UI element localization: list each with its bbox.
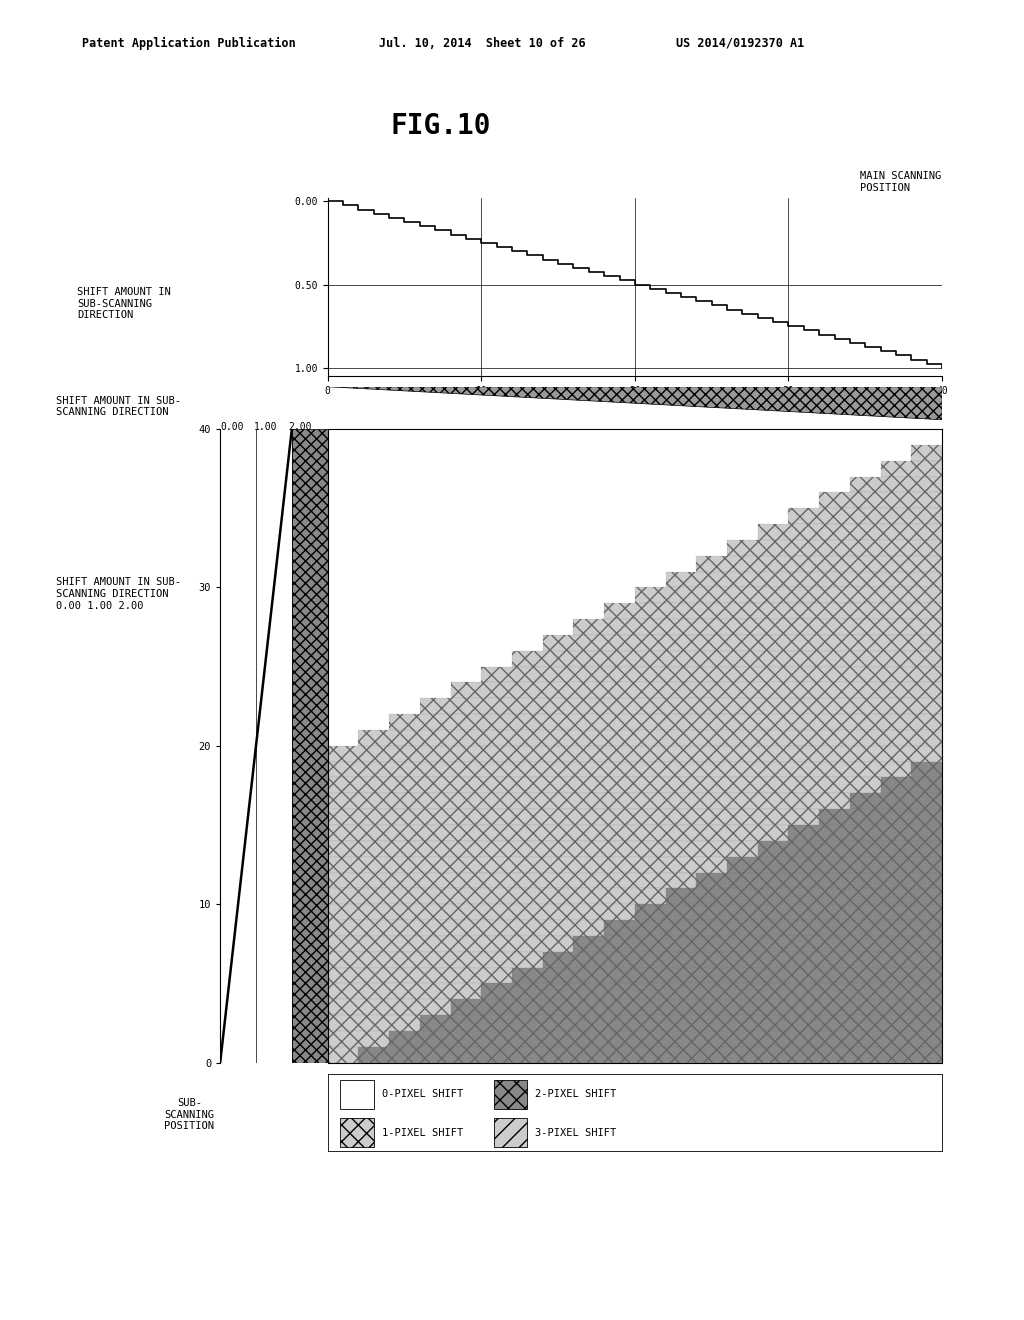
Text: SUB-
SCANNING
POSITION: SUB- SCANNING POSITION [165, 1098, 214, 1131]
Bar [389, 1031, 942, 1047]
Bar [328, 809, 819, 825]
Bar [788, 508, 942, 524]
Bar [727, 857, 942, 873]
Bar [358, 1047, 942, 1063]
Text: US 2014/0192370 A1: US 2014/0192370 A1 [676, 37, 804, 50]
Bar [543, 635, 942, 651]
Polygon shape [328, 387, 942, 420]
Bar [604, 603, 942, 619]
Bar [451, 999, 942, 1015]
Bar [328, 952, 543, 968]
Bar [881, 461, 942, 477]
Bar [666, 888, 942, 904]
Bar [420, 1015, 942, 1031]
Bar [328, 983, 481, 999]
Bar [328, 888, 666, 904]
Bar [328, 1031, 389, 1047]
Text: Patent Application Publication: Patent Application Publication [82, 37, 296, 50]
Bar [911, 762, 942, 777]
Bar [328, 746, 942, 762]
Text: 3-PIXEL SHIFT: 3-PIXEL SHIFT [536, 1127, 616, 1138]
Bar [328, 762, 911, 777]
Text: 0-PIXEL SHIFT: 0-PIXEL SHIFT [382, 1089, 463, 1100]
Bar [328, 777, 881, 793]
Bar [881, 777, 942, 793]
Bar [328, 920, 604, 936]
Bar [819, 809, 942, 825]
Text: 1.00: 1.00 [254, 422, 278, 433]
Bar [788, 825, 942, 841]
Bar [328, 1015, 420, 1031]
Bar [292, 429, 328, 1063]
Text: FIG.10: FIG.10 [390, 112, 490, 140]
Bar [389, 714, 942, 730]
Text: 0.00: 0.00 [220, 422, 244, 433]
Bar [328, 873, 696, 888]
Bar [481, 983, 942, 999]
Text: SHIFT AMOUNT IN
SUB-SCANNING
DIRECTION: SHIFT AMOUNT IN SUB-SCANNING DIRECTION [77, 286, 171, 321]
Bar [328, 1047, 358, 1063]
Bar [819, 492, 942, 508]
Bar [328, 857, 727, 873]
Text: Jul. 10, 2014  Sheet 10 of 26: Jul. 10, 2014 Sheet 10 of 26 [379, 37, 586, 50]
Text: MAIN SCANNING
POSITION: MAIN SCANNING POSITION [860, 172, 941, 193]
Text: SHIFT AMOUNT IN SUB-
SCANNING DIRECTION: SHIFT AMOUNT IN SUB- SCANNING DIRECTION [56, 396, 181, 417]
Bar [358, 730, 942, 746]
Text: 2.00: 2.00 [289, 422, 312, 433]
Bar [340, 1080, 374, 1109]
Bar [512, 968, 942, 983]
Bar [850, 793, 942, 809]
Bar [911, 445, 942, 461]
Bar [420, 698, 942, 714]
Bar [758, 841, 942, 857]
Text: SHIFT AMOUNT IN SUB-
SCANNING DIRECTION
0.00 1.00 2.00: SHIFT AMOUNT IN SUB- SCANNING DIRECTION … [56, 577, 181, 611]
Bar [696, 556, 942, 572]
Bar [758, 524, 942, 540]
Bar [328, 999, 451, 1015]
Bar [340, 1118, 374, 1147]
Bar [635, 904, 942, 920]
Bar [328, 841, 758, 857]
Bar [727, 540, 942, 556]
Bar [328, 904, 635, 920]
Bar [573, 936, 942, 952]
Bar [512, 651, 942, 667]
Bar [328, 968, 512, 983]
Bar [850, 477, 942, 492]
Bar [328, 936, 573, 952]
Bar [494, 1118, 527, 1147]
Bar [573, 619, 942, 635]
Bar [543, 952, 942, 968]
Bar [604, 920, 942, 936]
Bar [328, 793, 850, 809]
Bar [451, 682, 942, 698]
Bar [328, 825, 788, 841]
Bar [666, 572, 942, 587]
Bar [635, 587, 942, 603]
Bar [481, 667, 942, 682]
Bar [494, 1080, 527, 1109]
Text: 1-PIXEL SHIFT: 1-PIXEL SHIFT [382, 1127, 463, 1138]
Text: 2-PIXEL SHIFT: 2-PIXEL SHIFT [536, 1089, 616, 1100]
Bar [696, 873, 942, 888]
